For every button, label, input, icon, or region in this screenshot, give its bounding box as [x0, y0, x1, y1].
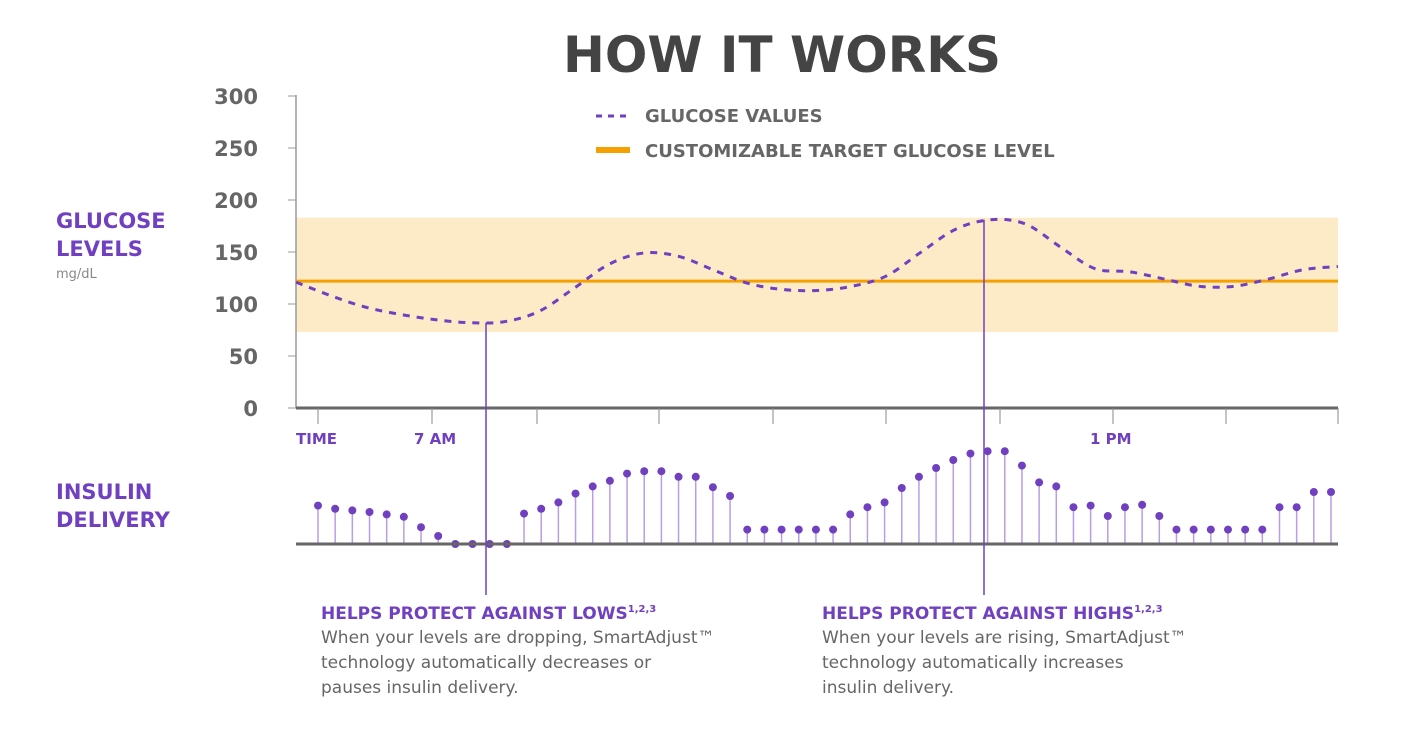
- insulin-dot: [365, 508, 374, 516]
- y-tick-label: 100: [214, 293, 258, 317]
- note-lows-heading-text: HELPS PROTECT AGAINST LOWS: [321, 604, 628, 624]
- insulin-dot: [914, 472, 923, 481]
- insulin-dot: [623, 469, 632, 478]
- insulin-dot: [966, 449, 975, 458]
- note-highs-line3: insulin delivery.: [822, 678, 954, 698]
- insulin-dot: [1172, 525, 1181, 534]
- insulin-dot: [382, 510, 391, 519]
- insulin-dot: [846, 510, 855, 519]
- insulin-dot: [1206, 525, 1215, 534]
- y-tick-label: 50: [229, 345, 258, 369]
- insulin-dot: [1258, 525, 1267, 534]
- insulin-dot: [760, 525, 769, 534]
- note-highs-line2: technology automatically increases: [822, 653, 1124, 673]
- glucose-label-line2: LEVELS: [56, 237, 143, 261]
- x-tick-label: 7 AM: [414, 430, 456, 448]
- insulin-dot: [314, 501, 322, 510]
- insulin-dot: [897, 484, 906, 492]
- insulin-dot: [657, 467, 666, 476]
- glucose-unit: mg/dL: [56, 267, 98, 282]
- glucose-series-group: [295, 217, 1339, 325]
- insulin-dot: [1275, 503, 1284, 512]
- insulin-dot: [348, 506, 357, 515]
- note-lows-line1: When your levels are dropping, SmartAdju…: [321, 628, 714, 648]
- y-tick-label: 200: [214, 189, 258, 213]
- insulin-dot: [1086, 501, 1095, 510]
- note-lows-heading: HELPS PROTECT AGAINST LOWS1,2,3: [321, 604, 656, 624]
- insulin-dot: [949, 456, 958, 464]
- insulin-dot: [743, 525, 752, 534]
- y-tick-label: 0: [243, 397, 258, 421]
- insulin-dot: [1017, 461, 1026, 470]
- insulin-delivery-group: [296, 447, 1338, 548]
- note-lows-line3: pauses insulin delivery.: [321, 678, 519, 698]
- glucose-values-line: [295, 217, 1339, 325]
- insulin-dot: [1241, 525, 1250, 534]
- insulin-dot: [794, 525, 803, 534]
- callout-lines-group: [485, 219, 985, 595]
- insulin-dot: [1000, 447, 1009, 456]
- insulin-dot: [1155, 512, 1164, 520]
- insulin-dot: [1189, 525, 1198, 534]
- x-tick-label: 1 PM: [1090, 430, 1132, 448]
- insulin-dot: [399, 512, 408, 521]
- insulin-dot: [554, 498, 563, 507]
- legend-target-level: CUSTOMIZABLE TARGET GLUCOSE LEVEL: [645, 141, 1055, 162]
- insulin-label-line2: DELIVERY: [56, 508, 171, 532]
- insulin-dot: [417, 523, 426, 532]
- insulin-dot: [1035, 478, 1044, 487]
- insulin-dot: [691, 472, 700, 481]
- insulin-dot: [640, 467, 649, 476]
- insulin-dot: [331, 504, 340, 513]
- note-highs-line1: When your levels are rising, SmartAdjust…: [822, 628, 1187, 648]
- insulin-dot: [1120, 503, 1129, 512]
- y-tick-label: 150: [214, 241, 258, 265]
- insulin-dot: [983, 447, 992, 456]
- glucose-label-line1: GLUCOSE: [56, 209, 166, 233]
- insulin-dot: [829, 525, 838, 534]
- insulin-dot: [1309, 488, 1318, 496]
- insulin-dot: [605, 476, 614, 485]
- note-highs-heading: HELPS PROTECT AGAINST HIGHS1,2,3: [822, 604, 1163, 624]
- insulin-dot: [863, 503, 872, 512]
- insulin-dot: [1103, 512, 1112, 520]
- y-tick-label: 300: [214, 85, 258, 109]
- page-title: HOW IT WORKS: [563, 26, 1001, 84]
- insulin-dot: [674, 472, 683, 481]
- insulin-dot: [1138, 500, 1147, 509]
- insulin-dot: [1052, 482, 1061, 491]
- insulin-dot: [520, 509, 529, 518]
- insulin-dot: [777, 525, 786, 534]
- insulin-dot: [588, 482, 597, 491]
- insulin-dot: [880, 498, 889, 507]
- insulin-dot: [932, 464, 941, 472]
- y-tick-label: 250: [214, 137, 258, 161]
- note-lows-line2: technology automatically decreases or: [321, 653, 651, 673]
- note-highs-superscript: 1,2,3: [1134, 604, 1163, 615]
- insulin-dot: [537, 504, 546, 513]
- insulin-dot: [1069, 503, 1078, 512]
- x-tick-label: TIME: [296, 430, 337, 448]
- insulin-dot: [1292, 503, 1301, 512]
- insulin-dot: [1223, 525, 1232, 534]
- y-tick-labels: 0 50 100 150 200 250 300: [214, 85, 296, 421]
- insulin-label-line1: INSULIN: [56, 480, 152, 504]
- insulin-dot: [434, 532, 443, 540]
- insulin-dot: [571, 489, 580, 498]
- target-glucose-band: [296, 217, 1338, 333]
- legend-glucose-values: GLUCOSE VALUES: [645, 106, 823, 127]
- x-axis: TIME 7 AM 1 PM: [296, 406, 1339, 448]
- insulin-dot: [726, 492, 735, 500]
- insulin-dot: [811, 525, 820, 534]
- note-lows-superscript: 1,2,3: [628, 604, 657, 615]
- insulin-dot: [708, 483, 717, 492]
- note-highs-heading-text: HELPS PROTECT AGAINST HIGHS: [822, 604, 1134, 624]
- insulin-dot: [1327, 488, 1335, 496]
